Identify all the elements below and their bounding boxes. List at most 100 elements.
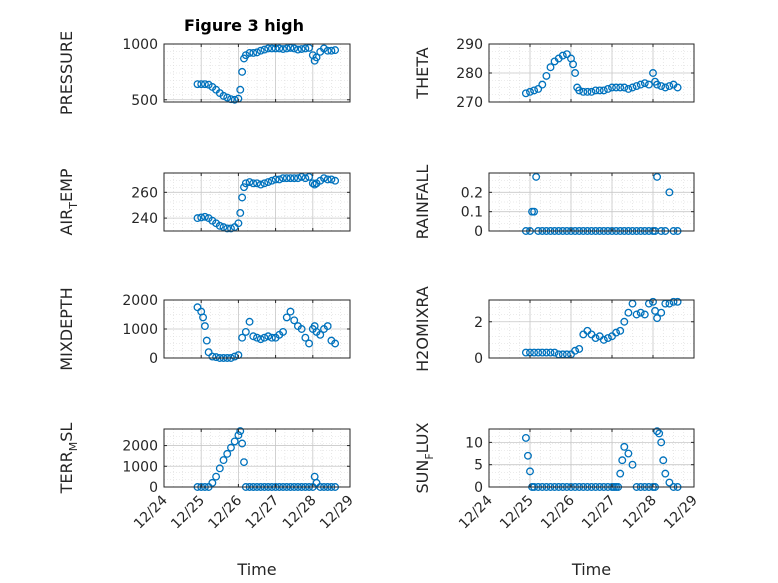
data-point — [249, 179, 258, 188]
data-point — [521, 89, 530, 98]
data-point — [640, 310, 649, 319]
data-point — [310, 180, 319, 189]
data-point — [599, 335, 608, 344]
data-point — [331, 339, 340, 348]
data-point — [241, 327, 250, 336]
y-tick-label: 5 — [474, 458, 483, 474]
data-point — [323, 175, 332, 184]
data-point — [640, 79, 649, 88]
data-point — [628, 460, 637, 469]
data-point — [331, 46, 340, 55]
data-point — [253, 333, 261, 342]
data-point — [223, 93, 232, 102]
data-point — [293, 174, 302, 183]
data-point — [290, 316, 299, 325]
data-point — [236, 427, 245, 436]
y-axis-label: TERRMSL — [57, 423, 80, 495]
data-point — [197, 80, 206, 89]
data-point — [227, 443, 235, 452]
data-point — [202, 336, 211, 345]
data-point — [624, 84, 633, 93]
figure-title: Figure 3 high — [184, 16, 304, 35]
data-point — [260, 45, 269, 54]
data-point — [624, 449, 633, 458]
y-tick-label: 290 — [456, 37, 483, 53]
y-tick-label: 0 — [474, 351, 483, 367]
data-point — [245, 48, 254, 57]
data-point — [308, 179, 317, 188]
data-point — [534, 84, 543, 93]
data-point — [223, 449, 232, 458]
data-point — [327, 175, 336, 184]
y-tick-label: 270 — [456, 95, 483, 111]
x-tick-label: 12/25 — [168, 493, 208, 533]
data-point — [550, 348, 559, 357]
data-point — [282, 174, 291, 183]
y-tick-label: 0 — [474, 480, 483, 496]
y-tick-label: 0 — [149, 351, 158, 367]
data-point — [632, 82, 641, 90]
data-point — [620, 83, 629, 92]
data-point — [279, 45, 287, 53]
data-point — [653, 172, 662, 181]
data-point — [323, 46, 332, 55]
x-tick-label: 12/24 — [456, 492, 496, 532]
y-tick-label: 280 — [456, 66, 483, 82]
data-point — [521, 433, 530, 442]
data-point — [245, 178, 254, 186]
data-point — [530, 348, 539, 357]
data-point — [290, 174, 299, 183]
data-point — [530, 207, 539, 216]
data-point — [644, 80, 653, 89]
data-point — [219, 223, 228, 232]
data-point — [238, 333, 247, 342]
y-axis-label: MIXDEPTH — [57, 287, 76, 370]
y-tick-label: 240 — [131, 211, 158, 227]
data-point — [197, 213, 206, 222]
data-point — [212, 353, 221, 362]
y-tick-label: 1000 — [122, 322, 158, 338]
data-point — [320, 174, 328, 183]
panel-sun-flux: 0 5 10 12/24 12/25 12/26 12/27 12/28 12/29 Time SU… — [413, 422, 701, 579]
data-point — [534, 348, 543, 357]
data-point — [659, 456, 668, 465]
data-point — [618, 456, 627, 465]
y-tick-label: 2 — [474, 315, 483, 331]
data-point — [665, 188, 674, 197]
data-point — [657, 82, 666, 90]
data-point — [290, 44, 299, 53]
data-point — [301, 44, 310, 53]
data-point — [575, 86, 584, 95]
data-point — [279, 327, 287, 336]
data-point — [286, 43, 295, 52]
data-point — [267, 176, 276, 185]
data-point — [264, 332, 273, 341]
y-tick-label: 2000 — [122, 439, 158, 455]
data-point — [227, 95, 235, 104]
data-point — [301, 174, 310, 183]
data-point — [305, 339, 314, 348]
y-tick-label: 0 — [149, 480, 158, 496]
data-point — [624, 308, 633, 317]
data-point — [245, 317, 254, 326]
data-point — [230, 437, 239, 446]
data-point — [620, 442, 629, 451]
data-point — [665, 82, 674, 90]
data-point — [260, 179, 269, 188]
data-point — [193, 214, 202, 223]
y-tick-label: 0.2 — [461, 185, 483, 201]
panel-rainfall: 0 0.1 0.2 RAINFALL — [413, 165, 695, 240]
data-point — [312, 53, 321, 62]
y-axis-label: RAINFALL — [413, 165, 432, 240]
data-point — [558, 51, 567, 60]
data-point — [256, 180, 265, 189]
data-point — [323, 322, 332, 331]
data-point — [526, 467, 534, 476]
data-point — [591, 86, 600, 95]
data-point — [297, 325, 306, 333]
data-point — [227, 224, 235, 233]
panel-air-temp: 240 260 AIRTEMP — [57, 168, 351, 236]
data-point — [530, 86, 539, 95]
data-point — [583, 87, 592, 96]
data-point — [249, 332, 258, 341]
